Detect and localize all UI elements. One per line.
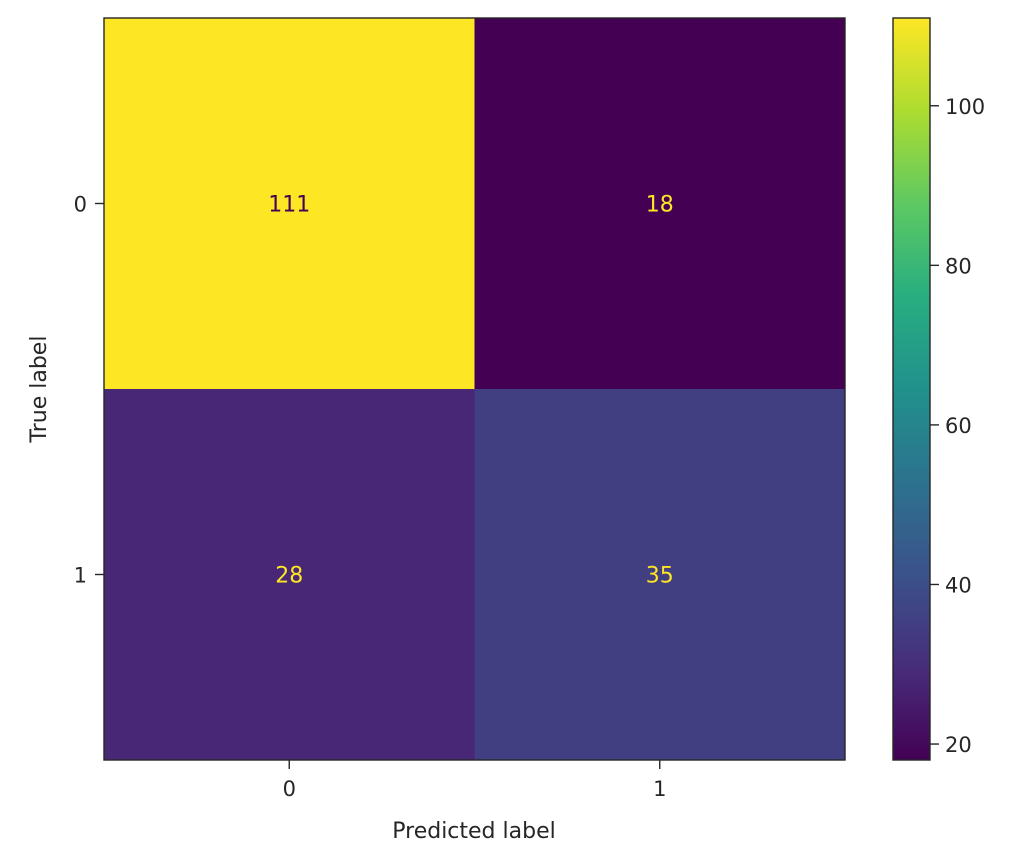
y-axis-ticks: 01 [74,193,104,588]
colorbar-tick-label-2: 60 [945,414,972,438]
cell-value-label-1-1: 35 [646,564,674,589]
colorbar-gradient [893,18,930,760]
heatmap-cell-1-0 [104,389,475,761]
x-tick-label-1: 1 [653,777,666,801]
y-tick-label-0: 0 [74,193,87,217]
x-axis-label: Predicted label [392,819,555,844]
heatmap-cell-0-0 [104,18,475,390]
y-axis-label: True label [27,336,52,444]
plot-frame [103,17,846,761]
y-tick-label-1: 1 [74,564,87,588]
colorbar-tick-label-1: 40 [945,573,972,597]
colorbar-ticks: 20 40 60 80 100 [930,95,985,757]
cell-value-label-1-0: 28 [275,564,303,589]
colorbar-tick-label-4: 100 [945,95,985,119]
x-tick-label-0: 0 [283,777,296,801]
colorbar: 20 40 60 80 100 [892,17,985,761]
cell-value-label-0-1: 18 [646,193,674,218]
heatmap-cell-1-1 [474,389,846,761]
cell-value-label-0-0: 111 [268,193,310,218]
heatmap-cell-0-1 [474,18,846,390]
colorbar-tick-label-3: 80 [945,254,972,278]
heatmap-cells: 111 18 28 35 [104,18,846,761]
colorbar-frame [892,17,931,761]
colorbar-tick-label-0: 20 [945,733,972,757]
